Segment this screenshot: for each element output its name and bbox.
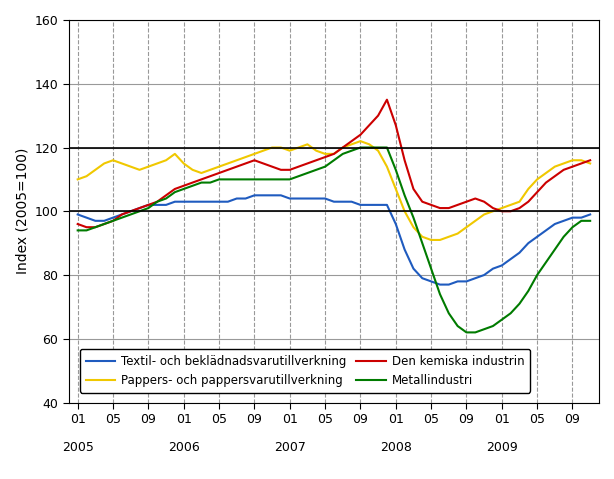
Line: Metallindustri: Metallindustri xyxy=(78,148,590,332)
Legend: Textil- och beklädnadsvarutillverkning, Pappers- och pappersvarutillverkning, De: Textil- och beklädnadsvarutillverkning, … xyxy=(80,349,530,393)
Pappers- och pappersvarutillverkning xyxy=(154,160,161,166)
Pappers- och pappersvarutillverkning xyxy=(427,237,435,243)
Textil- och beklädnadsvarutillverkning xyxy=(463,278,470,284)
Textil- och beklädnadsvarutillverkning xyxy=(91,218,99,224)
Textil- och beklädnadsvarutillverkning xyxy=(154,202,161,208)
Text: 2009: 2009 xyxy=(486,442,518,455)
Metallindustri xyxy=(339,151,346,157)
Textil- och beklädnadsvarutillverkning xyxy=(74,212,82,217)
Metallindustri xyxy=(206,180,214,185)
Pappers- och pappersvarutillverkning xyxy=(339,145,346,150)
Textil- och beklädnadsvarutillverkning xyxy=(348,199,356,205)
Line: Pappers- och pappersvarutillverkning: Pappers- och pappersvarutillverkning xyxy=(78,141,590,240)
Text: 2005: 2005 xyxy=(62,442,93,455)
Pappers- och pappersvarutillverkning xyxy=(74,177,82,182)
Textil- och beklädnadsvarutillverkning xyxy=(127,208,134,214)
Pappers- och pappersvarutillverkning xyxy=(463,224,470,230)
Metallindustri xyxy=(586,218,594,224)
Metallindustri xyxy=(127,212,134,217)
Textil- och beklädnadsvarutillverkning xyxy=(437,282,444,287)
Den kemiska industrin xyxy=(383,97,391,103)
Metallindustri xyxy=(463,330,470,335)
Den kemiska industrin xyxy=(586,158,594,163)
Pappers- och pappersvarutillverkning xyxy=(206,167,214,173)
Line: Den kemiska industrin: Den kemiska industrin xyxy=(78,100,590,227)
Den kemiska industrin xyxy=(348,138,356,144)
Den kemiska industrin xyxy=(136,205,143,211)
Metallindustri xyxy=(91,224,99,230)
Den kemiska industrin xyxy=(74,221,82,227)
Pappers- och pappersvarutillverkning xyxy=(357,138,364,144)
Metallindustri xyxy=(154,199,161,205)
Pappers- och pappersvarutillverkning xyxy=(91,167,99,173)
Textil- och beklädnadsvarutillverkning xyxy=(586,212,594,217)
Text: 2006: 2006 xyxy=(168,442,200,455)
Den kemiska industrin xyxy=(83,224,90,230)
Text: 2008: 2008 xyxy=(380,442,412,455)
Metallindustri xyxy=(454,323,461,329)
Metallindustri xyxy=(74,228,82,233)
Den kemiska industrin xyxy=(162,193,169,198)
Pappers- och pappersvarutillverkning xyxy=(586,160,594,166)
Pappers- och pappersvarutillverkning xyxy=(127,164,134,170)
Textil- och beklädnadsvarutillverkning xyxy=(251,193,258,198)
Metallindustri xyxy=(357,145,364,150)
Den kemiska industrin xyxy=(463,199,470,205)
Textil- och beklädnadsvarutillverkning xyxy=(206,199,214,205)
Text: 2007: 2007 xyxy=(274,442,306,455)
Line: Textil- och beklädnadsvarutillverkning: Textil- och beklädnadsvarutillverkning xyxy=(78,195,590,285)
Den kemiska industrin xyxy=(216,170,223,176)
Y-axis label: Index (2005=100): Index (2005=100) xyxy=(15,148,29,274)
Den kemiska industrin xyxy=(101,221,108,227)
